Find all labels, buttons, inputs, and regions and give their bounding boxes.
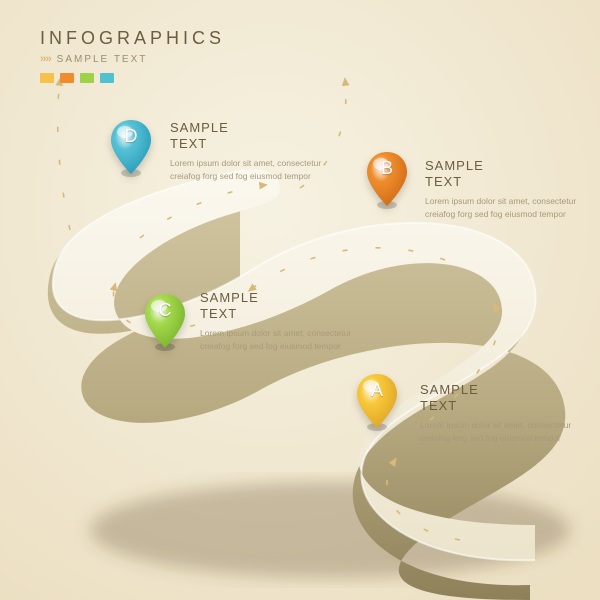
swatch-1 [40, 73, 54, 83]
callout-title: SAMPLETEXT [420, 382, 580, 413]
swatch-4 [100, 73, 114, 83]
callout-body: Lorem ipsum dolor sit amet, consectetur … [420, 419, 580, 444]
map-pin-c: C [142, 292, 188, 352]
infographic-canvas: INFOGRAPHICS ›››› SAMPLE TEXT A B [0, 0, 600, 600]
pin-label: B [364, 158, 410, 179]
callout-c: SAMPLETEXT Lorem ipsum dolor sit amet, co… [200, 290, 360, 352]
callout-body: Lorem ipsum dolor sit amet, consectetur … [170, 157, 330, 182]
callout-title: SAMPLETEXT [425, 158, 585, 189]
map-pin-a: A [354, 372, 400, 432]
pin-label: A [354, 380, 400, 401]
key-swatches [40, 73, 225, 83]
page-title: INFOGRAPHICS [40, 28, 225, 49]
callout-body: Lorem ipsum dolor sit amet, consectetur … [200, 327, 360, 352]
swatch-2 [60, 73, 74, 83]
subtitle-text: SAMPLE TEXT [57, 54, 148, 65]
page-subtitle: ›››› SAMPLE TEXT [40, 53, 225, 65]
pin-label: D [108, 126, 154, 147]
callout-title: SAMPLETEXT [200, 290, 360, 321]
callout-b: SAMPLETEXT Lorem ipsum dolor sit amet, co… [425, 158, 585, 220]
title-text: INFOGRAPHICS [40, 28, 225, 48]
callout-a: SAMPLETEXT Lorem ipsum dolor sit amet, co… [420, 382, 580, 444]
callout-body: Lorem ipsum dolor sit amet, consectetur … [425, 195, 585, 220]
swatch-3 [80, 73, 94, 83]
chevron-decor: ›››› [40, 53, 51, 65]
callout-title: SAMPLETEXT [170, 120, 330, 151]
callout-d: SAMPLETEXT Lorem ipsum dolor sit amet, co… [170, 120, 330, 182]
map-pin-d: D [108, 118, 154, 178]
map-pin-b: B [364, 150, 410, 210]
pin-label: C [142, 300, 188, 321]
header: INFOGRAPHICS ›››› SAMPLE TEXT [40, 28, 225, 83]
